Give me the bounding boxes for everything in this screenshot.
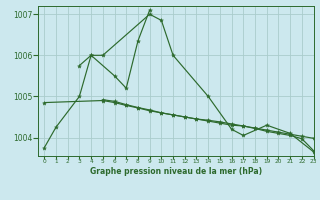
X-axis label: Graphe pression niveau de la mer (hPa): Graphe pression niveau de la mer (hPa) (90, 167, 262, 176)
